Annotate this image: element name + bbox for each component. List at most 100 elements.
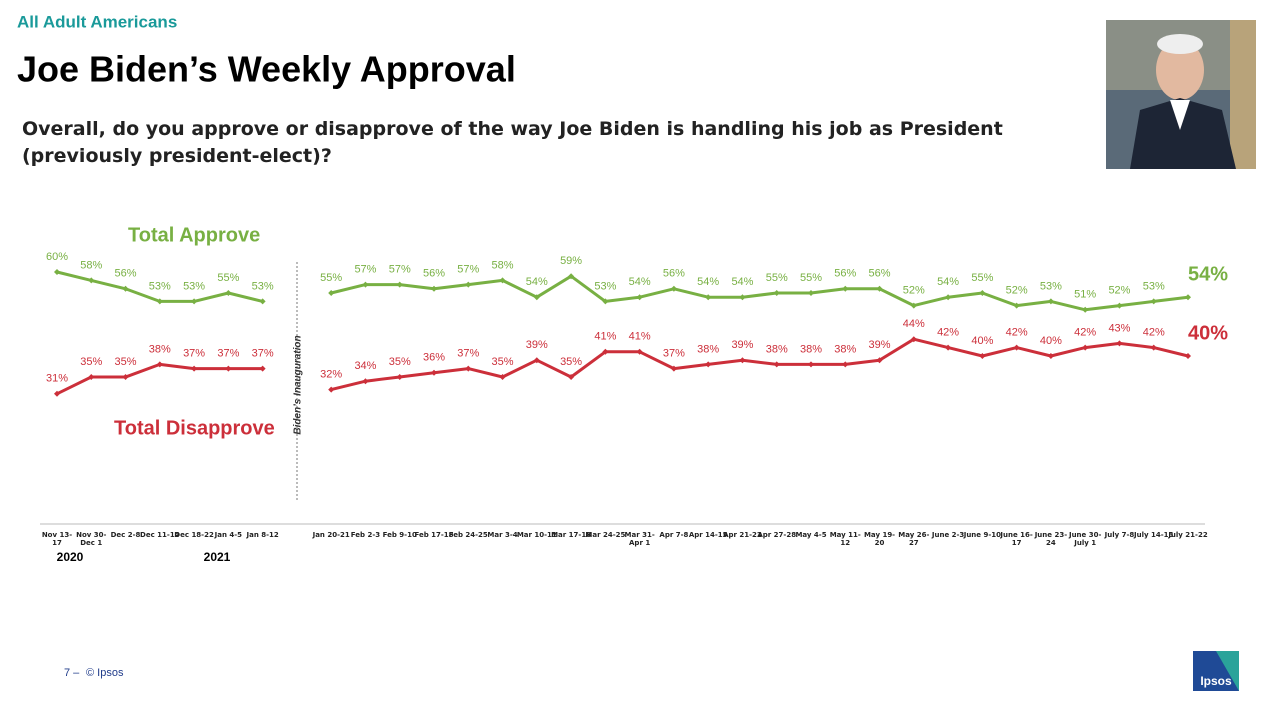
x-tick-label: Dec 18-22	[174, 531, 214, 539]
data-label: 37%	[183, 348, 205, 360]
data-label: 56%	[423, 268, 445, 280]
data-label: 52%	[903, 285, 925, 297]
x-tick-label: Mar 10-11	[516, 531, 557, 539]
marker	[191, 298, 198, 305]
data-label: 34%	[354, 360, 376, 372]
data-label: 52%	[1108, 285, 1130, 297]
x-tick-label: Mar 3-4	[487, 531, 518, 539]
marker	[1185, 353, 1191, 359]
marker	[945, 294, 952, 301]
x-tick-label: Apr 7-8	[659, 531, 689, 539]
photo	[1106, 20, 1256, 169]
x-tick-label: June 30-July 1	[1068, 531, 1102, 547]
data-label: 35%	[492, 356, 514, 368]
data-label: 40%	[971, 335, 993, 347]
data-label: 53%	[183, 280, 205, 292]
data-label: 59%	[560, 255, 582, 267]
data-label: 38%	[697, 343, 719, 355]
data-label: 56%	[869, 268, 891, 280]
data-label: 56%	[663, 268, 685, 280]
data-label: 40%	[1040, 335, 1062, 347]
x-tick-label: May 11-12	[829, 531, 861, 547]
x-tick-label: July 14-15	[1134, 531, 1174, 539]
data-label: 54%	[731, 276, 753, 288]
marker	[328, 290, 335, 296]
data-label: 39%	[869, 339, 891, 351]
data-label: 35%	[560, 356, 582, 368]
x-tick-label: July 7-8	[1104, 531, 1135, 539]
x-tick-label: Nov 30-Dec 1	[76, 531, 107, 547]
data-label: 35%	[115, 356, 137, 368]
x-tick-label: June 2-3	[931, 531, 965, 539]
legend-disapprove: Total Disapprove	[114, 417, 275, 439]
data-label: 54%	[629, 276, 651, 288]
title: Joe Biden’s Weekly Approval	[17, 49, 516, 90]
data-label: 41%	[629, 331, 651, 343]
marker	[396, 374, 403, 380]
x-tick-label: Apr 14-15	[688, 531, 728, 539]
marker	[191, 365, 198, 372]
marker	[156, 298, 163, 305]
marker	[328, 386, 335, 393]
marker	[465, 365, 472, 372]
marker	[602, 298, 609, 305]
x-tick-label: Jan 4-5	[214, 531, 243, 539]
marker	[910, 336, 917, 343]
x-tick-label: Dec 2-8	[110, 531, 141, 539]
x-tick-label: Mar 24-25	[585, 531, 626, 539]
x-tick-label: June 23-24	[1034, 531, 1068, 547]
marker	[54, 390, 60, 397]
end-label: 54%	[1188, 263, 1228, 285]
data-label: 36%	[423, 352, 445, 364]
data-label: 57%	[389, 264, 411, 276]
marker	[88, 374, 95, 380]
data-label: 56%	[115, 268, 137, 280]
logo-text: Ipsos	[1200, 674, 1232, 688]
marker	[1047, 298, 1054, 305]
marker	[876, 285, 883, 292]
marker	[1082, 306, 1089, 313]
data-label: 57%	[354, 264, 376, 276]
data-label: 39%	[526, 339, 548, 351]
data-label: 44%	[903, 318, 925, 330]
x-tick-label: June 9-10	[963, 531, 1001, 539]
data-label: 42%	[937, 327, 959, 339]
data-label: 58%	[80, 259, 102, 271]
data-label: 52%	[1006, 285, 1028, 297]
marker	[979, 290, 986, 296]
marker	[705, 294, 712, 301]
data-label: 38%	[800, 343, 822, 355]
x-tick-label: Jan 8-12	[246, 531, 279, 539]
data-label: 58%	[492, 259, 514, 271]
x-tick-label: Feb 24-25	[448, 531, 488, 539]
marker	[1013, 302, 1020, 309]
marker	[1013, 344, 1020, 351]
data-label: 55%	[766, 272, 788, 284]
data-label: 53%	[1143, 280, 1165, 292]
marker	[773, 361, 780, 368]
marker	[808, 361, 814, 368]
data-label: 51%	[1074, 289, 1096, 301]
data-label: 43%	[1108, 322, 1130, 334]
marker	[499, 277, 506, 284]
data-label: 38%	[149, 343, 171, 355]
inauguration-label: Biden’s Inauguration	[293, 335, 304, 434]
marker	[739, 294, 746, 301]
data-label: 54%	[526, 276, 548, 288]
marker	[362, 281, 369, 288]
data-label: 37%	[252, 348, 274, 360]
marker	[156, 361, 163, 368]
marker	[602, 348, 609, 355]
data-label: 37%	[663, 348, 685, 360]
marker	[431, 369, 437, 376]
data-label: 31%	[46, 373, 68, 385]
data-label: 53%	[594, 280, 616, 292]
data-label: 39%	[731, 339, 753, 351]
x-tick-label: Mar 17-18	[551, 531, 592, 539]
legend-approve: Total Approve	[128, 224, 260, 246]
marker	[122, 374, 129, 380]
x-tick-label: Feb 9-10	[382, 531, 417, 539]
marker	[636, 348, 643, 355]
